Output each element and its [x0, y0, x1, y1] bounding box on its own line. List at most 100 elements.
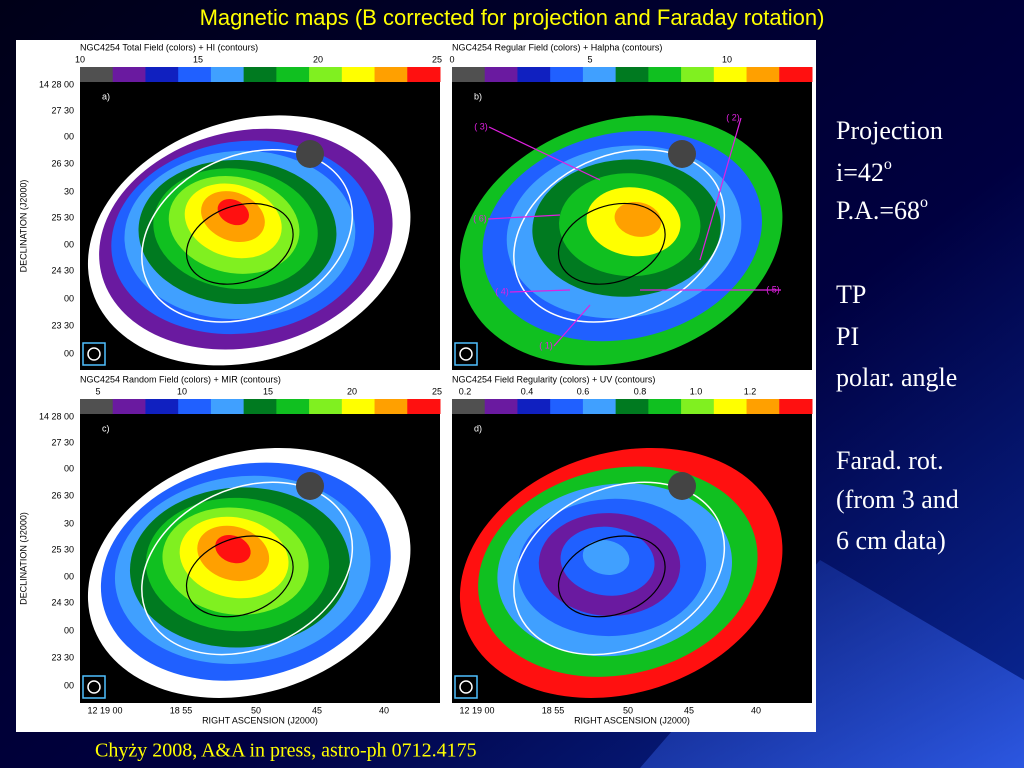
star-mask: [668, 472, 696, 500]
colorbar-segment: [746, 67, 780, 82]
colorbar-segment: [648, 67, 682, 82]
superscript: o: [884, 156, 892, 173]
panel-header: NGC4254 Random Field (colors) + MIR (con…: [80, 374, 281, 384]
colorbar-segment: [178, 399, 212, 414]
annotation: ( 2): [726, 112, 740, 122]
colorbar-segment: [648, 399, 682, 414]
dec-tick-label: 27 30: [51, 437, 74, 447]
panel-letter: b): [474, 91, 482, 101]
colorbar-segment: [145, 67, 179, 82]
colorbar-segment: [309, 399, 343, 414]
colorbar-segment: [407, 67, 441, 82]
colorbar-segment: [550, 399, 584, 414]
panel-letter: c): [102, 423, 110, 433]
ra-axis-label: RIGHT ASCENSION (J2000): [574, 715, 690, 725]
map-contour: [513, 481, 726, 656]
ra-tick-label: 40: [751, 705, 761, 715]
colorbar-label: 15: [193, 54, 203, 64]
annotation: ( 5): [766, 284, 780, 294]
colorbar-segment: [713, 67, 748, 82]
colorbar-segment: [407, 399, 441, 414]
map-emission: [614, 201, 662, 237]
map-contour: [557, 202, 666, 285]
colorbar-segment: [550, 67, 584, 82]
annotation-pointer: [553, 304, 591, 347]
ra-tick-label: 45: [312, 705, 322, 715]
beam: [459, 347, 473, 361]
annotation-pointer: [509, 289, 571, 293]
ra-tick-label: 40: [379, 705, 389, 715]
annotation: ( 6): [473, 213, 487, 223]
colorbar-segment: [178, 67, 212, 82]
ra-tick-label: 12 19 00: [87, 705, 122, 715]
dec-tick-label: 00: [64, 463, 74, 473]
beam: [87, 347, 101, 361]
dec-tick-label: 00: [64, 239, 74, 249]
beam-box: [454, 342, 478, 366]
colorbar-label: 10: [75, 54, 85, 64]
map-emission: [582, 540, 630, 575]
annotation: ( 4): [495, 286, 509, 296]
citation: Chyży 2008, A&A in press, astro-ph 0712.…: [95, 740, 477, 762]
side-note-text: (from 3 and: [836, 485, 959, 514]
map-contour: [557, 535, 666, 618]
beam-box: [82, 342, 106, 366]
colorbar-label: 20: [313, 54, 323, 64]
beam-box: [454, 675, 478, 699]
colorbar-label: 5: [95, 386, 100, 396]
colorbar-label: 10: [722, 54, 732, 64]
colorbar-label: 0.6: [577, 386, 590, 396]
colorbar-label: 15: [263, 386, 273, 396]
dec-tick-label: 14 28 00: [39, 411, 74, 421]
dec-tick-label: 14 28 00: [39, 79, 74, 89]
colorbar-label: 5: [587, 54, 592, 64]
panel-header: NGC4254 Regular Field (colors) + Halpha …: [452, 42, 662, 52]
colorbar-segment: [582, 67, 617, 82]
panel-header: NGC4254 Field Regularity (colors) + UV (…: [452, 374, 655, 384]
panel-letter: a): [102, 91, 110, 101]
side-note-text: P.A.=68: [836, 196, 920, 225]
dec-tick-label: 30: [64, 186, 74, 196]
dec-tick-label: 23 30: [51, 320, 74, 330]
dec-axis-label: DECLINATION (J2000): [18, 180, 28, 273]
colorbar-segment: [276, 67, 310, 82]
map-emission: [217, 199, 249, 226]
side-note: 6 cm data): [836, 526, 946, 555]
colorbar-segment: [243, 399, 277, 414]
side-note: PI: [836, 322, 859, 351]
dec-tick-label: 00: [64, 348, 74, 358]
map-contour: [141, 481, 354, 656]
colorbar-label: 0.8: [634, 386, 647, 396]
colorbar-segment: [210, 399, 245, 414]
side-note: P.A.=68o: [836, 194, 928, 225]
side-note-text: 6 cm data): [836, 526, 946, 555]
colorbar-label: 25: [432, 386, 442, 396]
ra-tick-label: 45: [684, 705, 694, 715]
side-note-text: Farad. rot.: [836, 446, 944, 475]
ra-tick-label: 50: [623, 705, 633, 715]
side-note-text: TP: [836, 280, 866, 309]
colorbar-segment: [452, 67, 486, 82]
colorbar-label: 25: [432, 54, 442, 64]
dec-tick-label: 00: [64, 680, 74, 690]
colorbar-segment: [779, 67, 813, 82]
colorbar-label: 1.2: [744, 386, 757, 396]
colorbar-segment: [681, 67, 715, 82]
dec-tick-label: 24 30: [51, 597, 74, 607]
side-note: Projection: [836, 116, 943, 145]
colorbar-segment: [276, 399, 310, 414]
colorbar-segment: [615, 399, 649, 414]
colorbar-label: 0: [449, 54, 454, 64]
colorbar-segment: [517, 399, 551, 414]
colorbar-segment: [80, 399, 114, 414]
colorbar-segment: [374, 399, 408, 414]
beam: [87, 680, 101, 694]
annotation-pointer: [488, 126, 601, 181]
panel-header: NGC4254 Total Field (colors) + HI (conto…: [80, 42, 258, 52]
colorbar-segment: [341, 399, 376, 414]
dec-tick-label: 25 30: [51, 544, 74, 554]
dec-tick-label: 30: [64, 518, 74, 528]
side-note: (from 3 and: [836, 485, 959, 514]
colorbar-label: 20: [347, 386, 357, 396]
